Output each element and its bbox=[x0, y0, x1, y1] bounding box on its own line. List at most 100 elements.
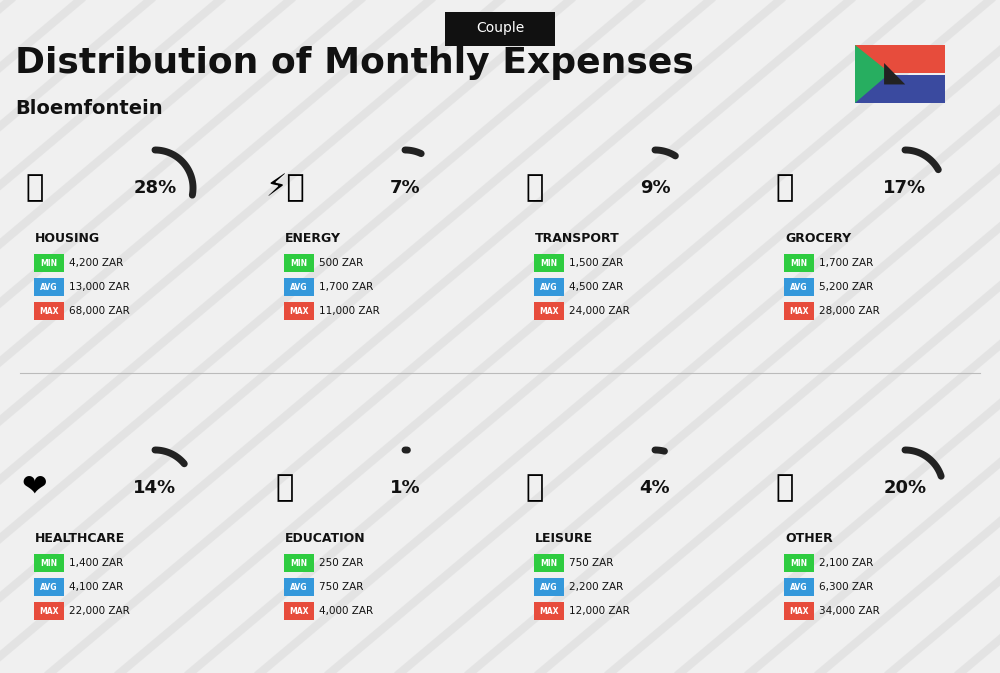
FancyBboxPatch shape bbox=[284, 554, 314, 572]
Text: 5,200 ZAR: 5,200 ZAR bbox=[819, 282, 873, 292]
Text: 🎓: 🎓 bbox=[276, 474, 294, 503]
FancyBboxPatch shape bbox=[534, 554, 564, 572]
Text: 14%: 14% bbox=[133, 479, 177, 497]
FancyBboxPatch shape bbox=[855, 75, 945, 103]
FancyBboxPatch shape bbox=[855, 45, 945, 73]
Text: AVG: AVG bbox=[790, 283, 808, 291]
Text: 4,500 ZAR: 4,500 ZAR bbox=[569, 282, 623, 292]
Text: 12,000 ZAR: 12,000 ZAR bbox=[569, 606, 630, 616]
FancyBboxPatch shape bbox=[284, 254, 314, 272]
Text: MAX: MAX bbox=[539, 606, 559, 616]
FancyBboxPatch shape bbox=[284, 578, 314, 596]
Text: MAX: MAX bbox=[39, 606, 59, 616]
FancyBboxPatch shape bbox=[534, 278, 564, 296]
FancyBboxPatch shape bbox=[445, 12, 555, 46]
FancyBboxPatch shape bbox=[284, 602, 314, 620]
Text: MIN: MIN bbox=[290, 559, 308, 567]
Text: 28,000 ZAR: 28,000 ZAR bbox=[819, 306, 880, 316]
FancyBboxPatch shape bbox=[34, 254, 64, 272]
FancyBboxPatch shape bbox=[784, 602, 814, 620]
Text: 750 ZAR: 750 ZAR bbox=[319, 582, 363, 592]
Text: AVG: AVG bbox=[40, 283, 58, 291]
Text: MIN: MIN bbox=[790, 258, 808, 267]
Text: 2,200 ZAR: 2,200 ZAR bbox=[569, 582, 623, 592]
Text: Bloemfontein: Bloemfontein bbox=[15, 98, 163, 118]
Text: AVG: AVG bbox=[790, 583, 808, 592]
Text: 750 ZAR: 750 ZAR bbox=[569, 558, 613, 568]
Text: 1,500 ZAR: 1,500 ZAR bbox=[569, 258, 623, 268]
FancyBboxPatch shape bbox=[534, 602, 564, 620]
Text: 34,000 ZAR: 34,000 ZAR bbox=[819, 606, 880, 616]
Text: 1,700 ZAR: 1,700 ZAR bbox=[819, 258, 873, 268]
Text: 1,400 ZAR: 1,400 ZAR bbox=[69, 558, 123, 568]
Text: 4,200 ZAR: 4,200 ZAR bbox=[69, 258, 123, 268]
Text: 7%: 7% bbox=[390, 179, 420, 197]
Text: 🛒: 🛒 bbox=[776, 174, 794, 203]
Text: MIN: MIN bbox=[540, 559, 558, 567]
Text: GROCERY: GROCERY bbox=[785, 232, 851, 244]
Text: MIN: MIN bbox=[40, 559, 58, 567]
FancyBboxPatch shape bbox=[34, 578, 64, 596]
Text: OTHER: OTHER bbox=[785, 532, 833, 544]
Text: ⚡🏠: ⚡🏠 bbox=[265, 174, 305, 203]
Text: ❤️: ❤️ bbox=[22, 474, 48, 503]
Text: MAX: MAX bbox=[789, 306, 809, 316]
Text: 1%: 1% bbox=[390, 479, 420, 497]
Text: AVG: AVG bbox=[290, 283, 308, 291]
Text: 👛: 👛 bbox=[776, 474, 794, 503]
Text: 9%: 9% bbox=[640, 179, 670, 197]
Text: Couple: Couple bbox=[476, 21, 524, 35]
Text: 500 ZAR: 500 ZAR bbox=[319, 258, 363, 268]
FancyBboxPatch shape bbox=[34, 554, 64, 572]
Text: 22,000 ZAR: 22,000 ZAR bbox=[69, 606, 130, 616]
Text: MIN: MIN bbox=[290, 258, 308, 267]
FancyBboxPatch shape bbox=[784, 578, 814, 596]
FancyBboxPatch shape bbox=[784, 254, 814, 272]
Text: 4,000 ZAR: 4,000 ZAR bbox=[319, 606, 373, 616]
FancyBboxPatch shape bbox=[784, 302, 814, 320]
Text: 17%: 17% bbox=[883, 179, 927, 197]
Text: MAX: MAX bbox=[289, 306, 309, 316]
Text: ENERGY: ENERGY bbox=[285, 232, 341, 244]
Text: LEISURE: LEISURE bbox=[535, 532, 593, 544]
Polygon shape bbox=[855, 45, 890, 103]
FancyBboxPatch shape bbox=[534, 302, 564, 320]
Text: ◣: ◣ bbox=[884, 59, 906, 87]
Text: HOUSING: HOUSING bbox=[35, 232, 100, 244]
FancyBboxPatch shape bbox=[34, 602, 64, 620]
Text: AVG: AVG bbox=[40, 583, 58, 592]
FancyBboxPatch shape bbox=[534, 578, 564, 596]
Text: MAX: MAX bbox=[789, 606, 809, 616]
Text: 11,000 ZAR: 11,000 ZAR bbox=[319, 306, 380, 316]
Text: TRANSPORT: TRANSPORT bbox=[535, 232, 620, 244]
Text: 🚌: 🚌 bbox=[526, 174, 544, 203]
Text: EDUCATION: EDUCATION bbox=[285, 532, 366, 544]
Text: AVG: AVG bbox=[540, 583, 558, 592]
Text: 2,100 ZAR: 2,100 ZAR bbox=[819, 558, 873, 568]
Text: MAX: MAX bbox=[39, 306, 59, 316]
Text: 20%: 20% bbox=[883, 479, 927, 497]
Text: MIN: MIN bbox=[540, 258, 558, 267]
FancyBboxPatch shape bbox=[284, 278, 314, 296]
Text: AVG: AVG bbox=[290, 583, 308, 592]
Text: AVG: AVG bbox=[540, 283, 558, 291]
Text: MIN: MIN bbox=[40, 258, 58, 267]
Text: 4,100 ZAR: 4,100 ZAR bbox=[69, 582, 123, 592]
FancyBboxPatch shape bbox=[34, 278, 64, 296]
Text: 68,000 ZAR: 68,000 ZAR bbox=[69, 306, 130, 316]
FancyBboxPatch shape bbox=[284, 302, 314, 320]
FancyBboxPatch shape bbox=[34, 302, 64, 320]
Text: 13,000 ZAR: 13,000 ZAR bbox=[69, 282, 130, 292]
FancyBboxPatch shape bbox=[534, 254, 564, 272]
Text: MAX: MAX bbox=[539, 306, 559, 316]
Text: 6,300 ZAR: 6,300 ZAR bbox=[819, 582, 873, 592]
Text: 28%: 28% bbox=[133, 179, 177, 197]
FancyBboxPatch shape bbox=[784, 278, 814, 296]
Text: 24,000 ZAR: 24,000 ZAR bbox=[569, 306, 630, 316]
Text: 4%: 4% bbox=[640, 479, 670, 497]
Text: Distribution of Monthly Expenses: Distribution of Monthly Expenses bbox=[15, 46, 694, 80]
Text: HEALTHCARE: HEALTHCARE bbox=[35, 532, 125, 544]
Text: MIN: MIN bbox=[790, 559, 808, 567]
FancyBboxPatch shape bbox=[784, 554, 814, 572]
Text: MAX: MAX bbox=[289, 606, 309, 616]
